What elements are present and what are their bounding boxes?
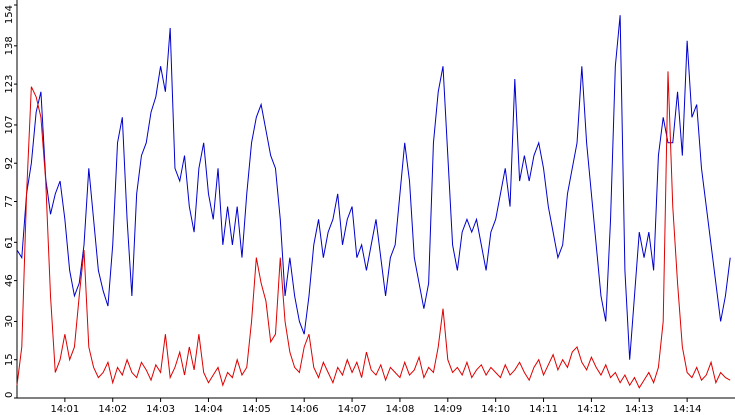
y-tick-label: 46 [4, 274, 15, 287]
x-tick-label: 14:03 [146, 404, 175, 415]
y-tick-label: 15 [4, 353, 15, 366]
x-tick-label: 14:13 [625, 404, 654, 415]
series-line [16, 15, 731, 360]
x-tick-label: 14:02 [98, 404, 127, 415]
y-tick-label: 61 [4, 236, 15, 249]
x-tick-label: 14:09 [433, 404, 462, 415]
x-tick-label: 14:08 [386, 404, 415, 415]
x-tick-label: 14:06 [290, 404, 319, 415]
series-line [16, 71, 731, 389]
y-tick-label: 77 [4, 195, 15, 208]
y-tick-label: 30 [4, 315, 15, 328]
x-tick-label: 14:12 [577, 404, 606, 415]
y-tick-label: 154 [4, 5, 15, 24]
y-tick-label: 138 [4, 36, 15, 55]
x-tick-label: 14:07 [338, 404, 367, 415]
y-tick-label: 92 [4, 157, 15, 170]
x-tick-label: 14:10 [481, 404, 510, 415]
y-tick-label: 107 [4, 115, 15, 134]
x-tick-label: 14:01 [50, 404, 79, 415]
x-tick-label: 14:14 [673, 404, 702, 415]
y-tick-label: 0 [4, 392, 15, 398]
x-tick-label: 14:04 [194, 404, 223, 415]
y-tick-label: 123 [4, 75, 15, 94]
x-tick-label: 14:11 [529, 404, 558, 415]
x-tick-label: 14:05 [242, 404, 271, 415]
